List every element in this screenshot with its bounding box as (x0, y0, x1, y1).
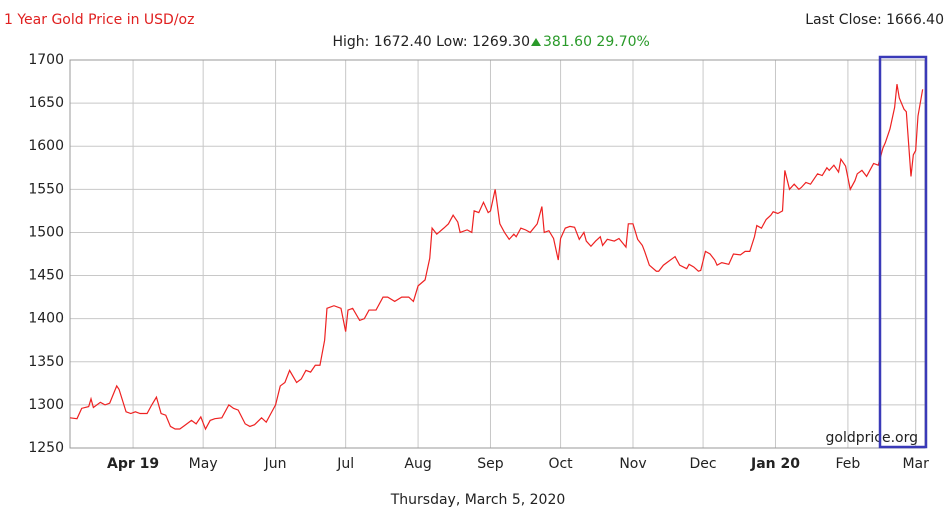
plot: 1250 1300 1350 1400 1450 1500 1550 1600 1650 1700… (28, 52, 929, 472)
watermark: goldprice.org (826, 430, 918, 446)
y-tick-label: 1450 (28, 268, 64, 284)
x-tick-label: Mar (902, 456, 929, 472)
date: Thursday, March 5, 2020 (390, 492, 566, 508)
x-tick-label: Apr 19 (107, 456, 159, 472)
y-tick-label: 1700 (28, 52, 64, 68)
y-tick-label: 1550 (28, 181, 64, 197)
y-tick-label: 1600 (28, 138, 64, 154)
chart-title: 1 Year Gold Price in USD/oz (4, 12, 194, 28)
x-tick-label: Jul (336, 456, 354, 472)
x-tick-label: Jan 20 (750, 456, 800, 472)
x-tick-label: Nov (619, 456, 646, 472)
high-low: High: 1672.40 Low: 1269.30 (332, 34, 530, 50)
up-arrow (531, 38, 541, 46)
y-tick-label: 1350 (28, 354, 64, 370)
x-tick-label: Aug (404, 456, 431, 472)
y-tick-label: 1400 (28, 311, 64, 327)
change: 381.60 29.70% (543, 34, 650, 50)
y-tick-label: 1300 (28, 397, 64, 413)
y-tick-label: 1250 (28, 440, 64, 456)
y-tick-label: 1650 (28, 95, 64, 111)
x-tick-label: Oct (548, 456, 573, 472)
x-tick-label: Feb (836, 456, 861, 472)
x-tick-label: Dec (690, 456, 717, 472)
plot-border (69, 59, 926, 449)
x-tick-label: Jun (264, 456, 287, 472)
x-tick-label: Sep (477, 456, 504, 472)
last-close: Last Close: 1666.40 (805, 12, 944, 28)
price-line (69, 84, 924, 431)
highlight-box (878, 55, 928, 449)
x-tick-label: May (189, 456, 218, 472)
y-tick-label: 1500 (28, 224, 64, 240)
